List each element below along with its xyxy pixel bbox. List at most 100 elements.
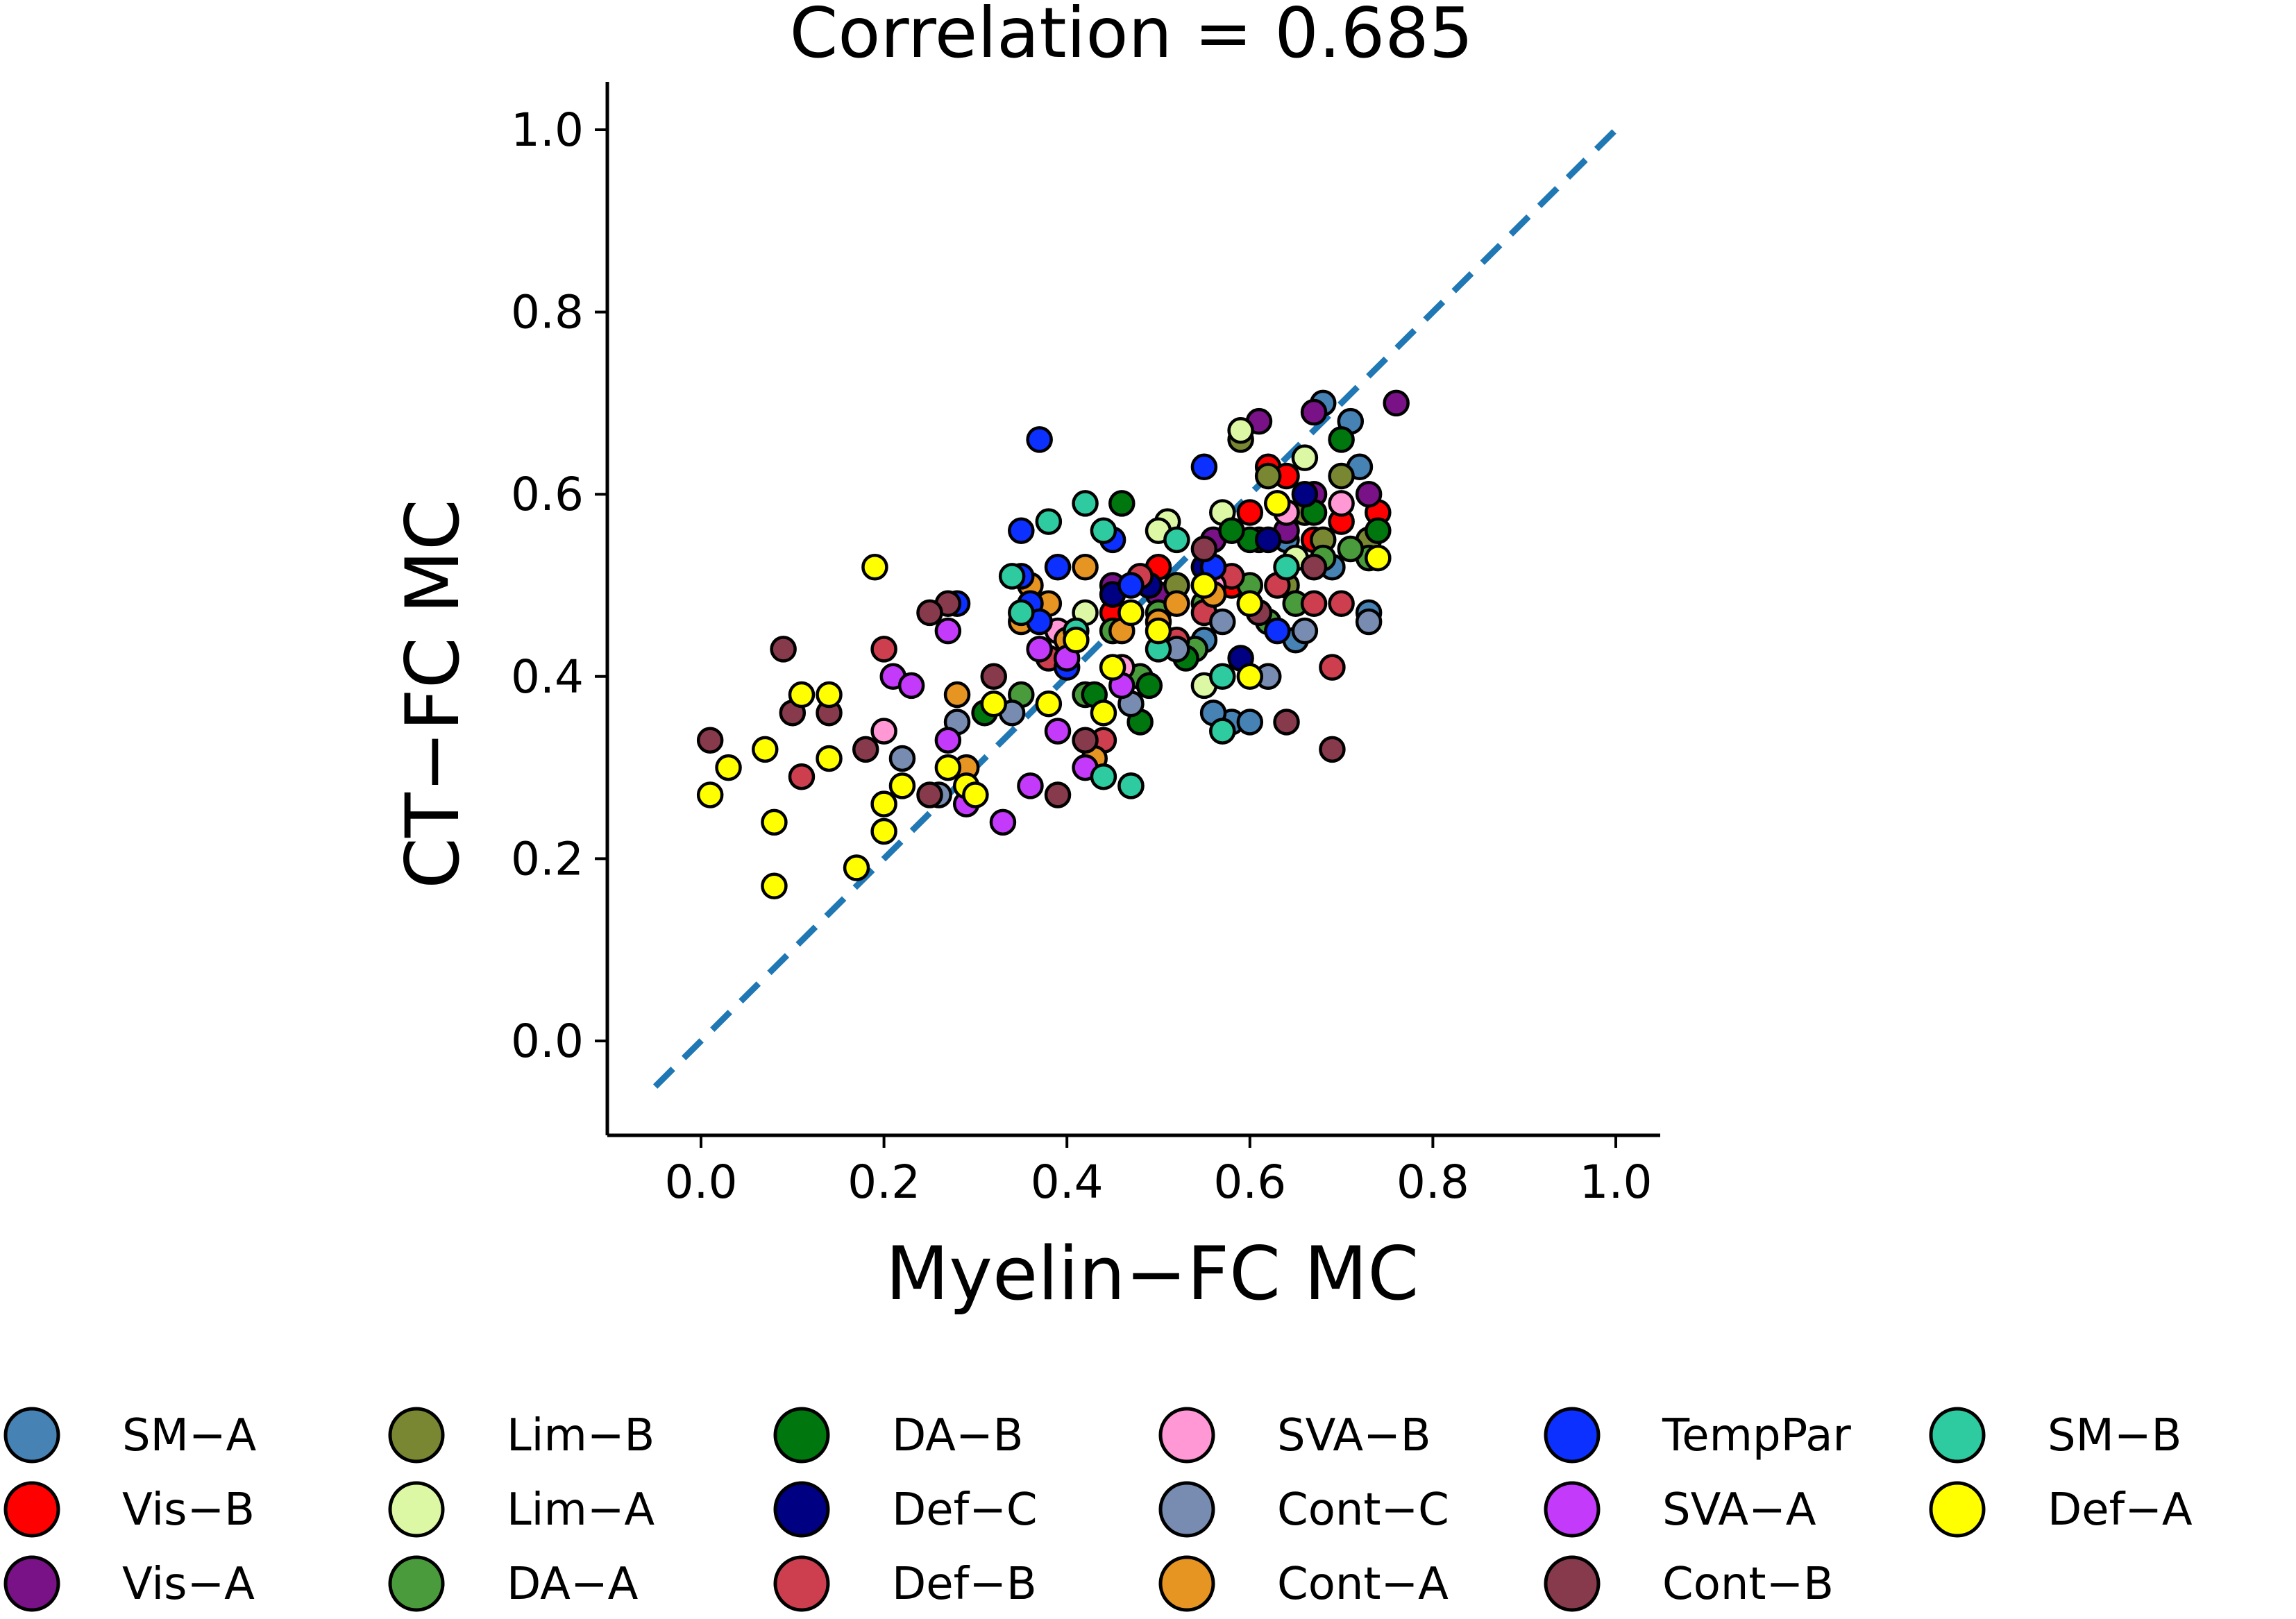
y-tick-label: 0.0 — [511, 1015, 584, 1068]
data-point — [761, 808, 788, 836]
data-point — [1163, 526, 1190, 554]
data-point — [1035, 508, 1063, 535]
data-point — [1254, 526, 1282, 554]
data-point — [1264, 490, 1291, 517]
data-point — [1072, 727, 1099, 754]
legend-label: SM−B — [2048, 1410, 2181, 1461]
legend-marker — [388, 1481, 445, 1538]
legend-item: TempPar — [1544, 1407, 1852, 1464]
data-point — [1099, 654, 1126, 681]
data-point — [1072, 553, 1099, 581]
legend-item: Def−C — [773, 1481, 1038, 1538]
data-point — [696, 781, 724, 808]
legend-item: SVA−B — [1158, 1407, 1431, 1464]
data-point — [1328, 462, 1355, 490]
data-point — [1026, 636, 1053, 663]
legend-label: Def−A — [2048, 1484, 2193, 1536]
data-point — [1328, 590, 1355, 618]
x-tick-label: 0.6 — [1213, 1155, 1286, 1209]
data-point — [1273, 709, 1300, 736]
data-point — [1300, 553, 1328, 581]
data-point — [770, 636, 797, 663]
y-tick-label: 0.4 — [511, 650, 584, 704]
legend-item: Def−A — [1929, 1481, 2193, 1538]
reference-line-layer — [652, 127, 1619, 1089]
data-point — [998, 563, 1026, 590]
legend-item: DA−A — [388, 1555, 639, 1612]
legend-label: Cont−C — [1277, 1484, 1449, 1536]
legend-marker — [3, 1407, 60, 1464]
legend: SM−A Vis−B Vis−A Lim−B Lim−A DA−A DA−B Def−C Def… — [3, 1407, 2193, 1612]
data-point — [1209, 718, 1236, 745]
data-point — [1227, 417, 1254, 444]
legend-label: Lim−B — [507, 1410, 655, 1461]
data-point — [1190, 453, 1218, 481]
data-point — [1190, 535, 1218, 563]
data-point — [1254, 462, 1282, 490]
data-point — [1008, 517, 1035, 544]
data-point — [1090, 517, 1117, 544]
legend-item: Vis−A — [3, 1555, 255, 1612]
data-point — [888, 745, 916, 772]
identity-reference-line — [652, 127, 1619, 1089]
data-point — [1273, 553, 1300, 581]
data-point — [843, 854, 870, 881]
data-point — [1209, 663, 1236, 690]
data-point — [1035, 690, 1063, 718]
data-point — [1236, 590, 1264, 618]
data-point — [1291, 480, 1319, 508]
legend-marker — [1929, 1481, 1986, 1538]
data-point — [1117, 772, 1145, 799]
data-point — [788, 763, 816, 790]
legend-marker — [3, 1481, 60, 1538]
legend-label: Cont−A — [1277, 1559, 1449, 1610]
data-point — [1264, 617, 1291, 645]
legend-item: Vis−B — [3, 1481, 255, 1538]
data-point — [870, 636, 897, 663]
data-point — [1300, 398, 1328, 426]
data-point — [980, 663, 1008, 690]
data-point — [1117, 572, 1145, 599]
data-point — [852, 736, 879, 763]
legend-marker — [1158, 1555, 1215, 1612]
data-point — [1044, 781, 1072, 808]
chart-title: Correlation = 0.685 — [789, 0, 1473, 74]
plot-area — [605, 82, 1660, 1137]
data-point — [1044, 553, 1072, 581]
data-point — [1090, 763, 1117, 790]
y-tick-label: 0.8 — [511, 286, 584, 339]
data-point — [788, 681, 816, 709]
legend-marker — [1158, 1407, 1215, 1464]
data-point — [1355, 480, 1383, 508]
legend-label: SVA−B — [1277, 1410, 1431, 1461]
x-tick-label: 0.0 — [665, 1155, 738, 1209]
data-point — [1383, 389, 1410, 417]
x-tick-label: 0.4 — [1031, 1155, 1104, 1209]
x-tick-label: 1.0 — [1580, 1155, 1653, 1209]
data-point — [1319, 654, 1346, 681]
data-point — [1145, 617, 1172, 645]
legend-item: SVA−A — [1544, 1481, 1816, 1538]
legend-label: TempPar — [1662, 1410, 1852, 1461]
data-point — [761, 872, 788, 900]
legend-item: Lim−B — [388, 1407, 655, 1464]
series-group — [696, 535, 1346, 808]
legend-marker — [773, 1555, 830, 1612]
legend-item: Cont−A — [1158, 1555, 1449, 1612]
legend-label: Def−B — [892, 1559, 1037, 1610]
data-point — [989, 808, 1017, 836]
legend-item: Cont−B — [1544, 1555, 1834, 1612]
data-point — [1328, 426, 1355, 453]
y-tick-label: 1.0 — [511, 103, 584, 157]
data-point — [934, 617, 962, 645]
data-point — [1328, 490, 1355, 517]
data-point — [1090, 700, 1117, 727]
legend-label: Cont−B — [1662, 1559, 1834, 1610]
legend-marker — [388, 1407, 445, 1464]
data-point — [1365, 517, 1392, 544]
legend-marker — [773, 1481, 830, 1538]
data-point — [916, 781, 943, 808]
legend-marker — [1929, 1407, 1986, 1464]
axis-ticks-layer: 0.0 0.2 0.4 0.6 0.8 1.0 0.0 0.2 0.4 0.6 0.8 1.0 — [511, 103, 1652, 1209]
data-point — [934, 754, 962, 781]
